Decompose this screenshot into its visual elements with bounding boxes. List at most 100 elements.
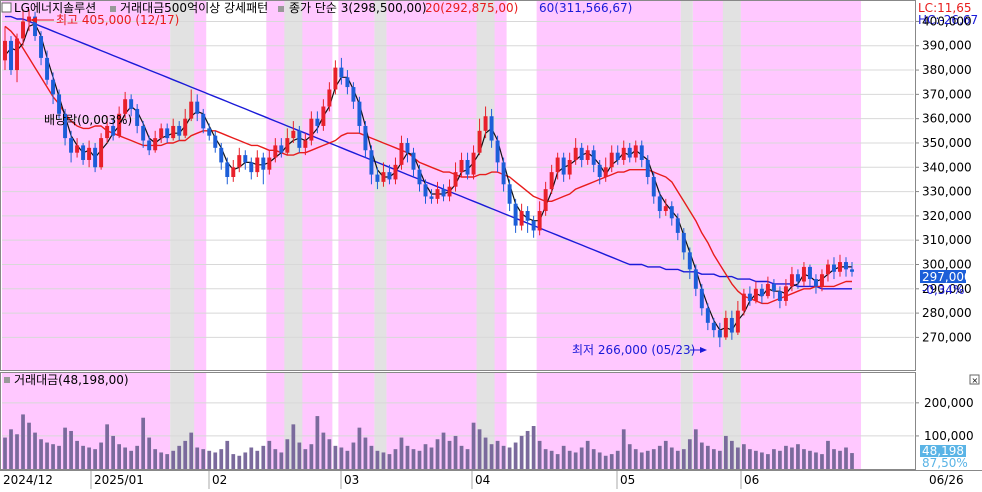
candle-body: [669, 206, 674, 219]
candle-body: [729, 317, 734, 333]
candle-body: [699, 288, 704, 309]
volume-title: 거래대금(48,198,00): [14, 373, 129, 387]
volume-bar: [417, 450, 422, 469]
candle-body: [603, 167, 608, 177]
price-tick-label: 360,000: [922, 112, 972, 126]
candle-body: [231, 167, 236, 177]
candle-body: [135, 108, 140, 126]
candle-body: [351, 87, 356, 102]
candle-body: [201, 113, 206, 129]
ma60-line: [5, 15, 852, 290]
volume-bar: [381, 452, 386, 469]
date-label: 03: [344, 473, 359, 487]
candle-body: [297, 130, 302, 148]
volume-bar: [45, 442, 49, 469]
candle-body: [405, 142, 410, 153]
candle-body: [579, 147, 584, 160]
candle-body: [147, 140, 152, 151]
candle-body: [609, 152, 614, 168]
candle-body: [735, 310, 740, 333]
volume-bar: [153, 449, 158, 469]
candle-body: [279, 145, 284, 153]
volume-bar: [141, 417, 146, 469]
candle-body: [651, 176, 656, 197]
volume-bar: [171, 450, 176, 469]
volume-bar: [603, 455, 608, 469]
candle-body: [387, 172, 392, 180]
volume-bar: [778, 450, 782, 469]
candle-body: [447, 186, 452, 197]
low-label: 최저 266,000 (05/23): [572, 343, 695, 357]
candle-body: [291, 130, 296, 139]
candle-body: [657, 196, 662, 212]
volume-bar: [345, 450, 350, 469]
candle-body: [57, 94, 62, 114]
volume-bar: [147, 437, 152, 469]
candle-body: [249, 162, 254, 173]
candle-body: [585, 150, 590, 160]
candle-body: [339, 67, 344, 78]
candle-body: [789, 274, 794, 287]
volume-bar: [669, 447, 674, 469]
candle-body: [357, 101, 362, 126]
volume-bar: [33, 432, 37, 469]
volume-bar: [249, 447, 254, 469]
pink-band: [536, 1, 681, 370]
candle-body: [471, 152, 476, 175]
volume-bar: [501, 445, 506, 469]
volume-bar: [627, 444, 632, 469]
candle-body: [399, 142, 404, 165]
candle-body: [153, 138, 158, 151]
volume-bar: [681, 449, 686, 469]
volume-bar: [615, 450, 620, 469]
candle-body: [309, 118, 314, 141]
volume-bar: [477, 429, 482, 469]
volume-bar: [375, 450, 380, 469]
volume-bar: [465, 449, 470, 469]
high-annotation: 최고 405,000 (12/17): [30, 13, 179, 27]
candle-body: [237, 155, 242, 168]
candle-body: [543, 189, 548, 212]
candle-body: [807, 266, 812, 280]
volume-bar: [351, 442, 356, 469]
candle-body: [825, 264, 830, 275]
candle-body: [411, 152, 416, 170]
volume-bar: [213, 452, 218, 469]
volume-bar: [243, 452, 248, 469]
candle-body: [705, 308, 710, 323]
candle-body: [225, 162, 230, 177]
condition-label: 거래대금500억이상 강세패턴: [120, 1, 268, 15]
candle-body: [633, 145, 638, 158]
ma20-label: 20(292,875,00): [425, 1, 518, 15]
volume-tick-label: 200,000: [924, 396, 974, 410]
volume-bar: [711, 449, 716, 469]
candle-body: [597, 164, 602, 177]
candle-body: [507, 184, 512, 204]
volume-bar: [177, 445, 182, 469]
volume-bar: [93, 449, 97, 469]
price-tick-label: 390,000: [922, 39, 972, 53]
candle-body: [561, 157, 566, 175]
candle-body: [9, 40, 13, 71]
candle-body: [333, 67, 338, 90]
volume-bar: [273, 449, 278, 469]
candle-body: [417, 169, 422, 185]
candle-body: [3, 40, 7, 61]
volume-bar: [399, 437, 404, 469]
candle-body: [555, 157, 560, 173]
grey-band: [170, 1, 195, 370]
pink-band: [26, 1, 171, 370]
candle-body: [819, 274, 824, 287]
candle-body: [273, 145, 278, 158]
volume-bar: [814, 452, 818, 469]
candle-body: [261, 157, 266, 170]
candle-body: [315, 118, 320, 126]
candle-body: [267, 157, 272, 170]
volume-panel-close-icon[interactable]: [969, 374, 980, 385]
date-label: 04: [475, 473, 490, 487]
volume-bar: [423, 444, 428, 469]
volume-bar: [27, 422, 31, 469]
volume-bar: [291, 424, 296, 469]
volume-bar: [189, 432, 194, 469]
volume-bar: [808, 450, 812, 469]
